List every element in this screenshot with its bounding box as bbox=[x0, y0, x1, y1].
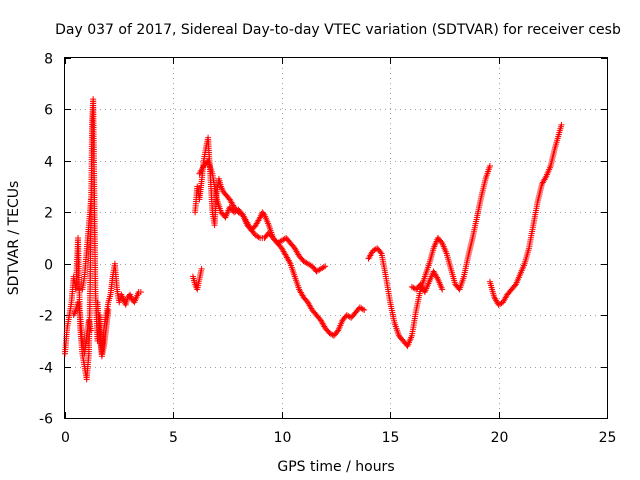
axis-ticks: 0 5 10 15 20 25 -6 -4 -2 0 2 4 6 8 bbox=[39, 52, 616, 447]
data-point bbox=[105, 307, 112, 313]
x-tick-label: 0 bbox=[61, 430, 70, 446]
data-point bbox=[486, 163, 493, 169]
x-tick-label: 25 bbox=[599, 430, 617, 446]
x-axis-label: GPS time / hours bbox=[277, 459, 394, 475]
data-point bbox=[322, 263, 329, 270]
data-point bbox=[255, 234, 262, 241]
data-point bbox=[361, 307, 368, 313]
data-point bbox=[198, 265, 205, 272]
data-point bbox=[377, 249, 384, 256]
x-tick-label: 20 bbox=[491, 430, 509, 446]
y-tick-label: -2 bbox=[39, 309, 53, 325]
grid-lines bbox=[65, 58, 607, 418]
y-tick-label: -4 bbox=[39, 361, 53, 377]
y-tick-label: 8 bbox=[44, 52, 53, 68]
plot-frame bbox=[64, 57, 608, 419]
y-tick-label: 0 bbox=[44, 258, 53, 274]
y-tick-label: 4 bbox=[44, 155, 53, 171]
data-points bbox=[62, 96, 565, 383]
y-axis-label: SDTVAR / TECUs bbox=[6, 181, 22, 296]
data-point bbox=[88, 196, 95, 203]
data-point bbox=[88, 327, 95, 334]
y-tick-label: 6 bbox=[44, 103, 53, 119]
chart-title: Day 037 of 2017, Sidereal Day-to-day VTE… bbox=[55, 22, 621, 38]
y-tick-label: 2 bbox=[44, 206, 53, 222]
x-tick-label: 15 bbox=[382, 430, 400, 446]
data-point bbox=[137, 289, 144, 295]
x-tick-label: 10 bbox=[274, 430, 292, 446]
data-point bbox=[558, 121, 565, 128]
data-point bbox=[439, 286, 446, 293]
x-tick-label: 5 bbox=[169, 430, 178, 446]
y-tick-label: -6 bbox=[39, 412, 53, 428]
data-point bbox=[359, 306, 366, 313]
data-point bbox=[320, 264, 327, 271]
